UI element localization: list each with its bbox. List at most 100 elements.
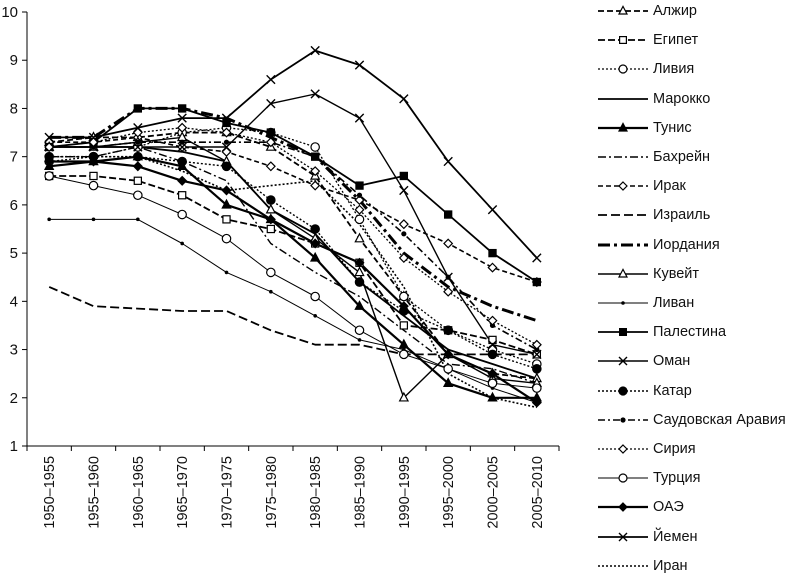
data-point-s5 bbox=[487, 391, 498, 402]
legend-swatch bbox=[598, 444, 648, 454]
data-point-s17 bbox=[532, 383, 542, 393]
y-tick-label: 8 bbox=[10, 100, 18, 117]
series-line-20 bbox=[49, 155, 537, 409]
data-point-s15 bbox=[445, 274, 451, 280]
x-tick-label: 1980–1985 bbox=[308, 456, 324, 529]
data-point-s5 bbox=[309, 251, 321, 262]
data-point-s15 bbox=[135, 139, 141, 145]
series-line-3 bbox=[49, 127, 538, 365]
data-point-s5 bbox=[442, 377, 454, 388]
data-point-s12 bbox=[488, 248, 497, 258]
data-point-s11 bbox=[47, 217, 51, 222]
legend-swatch bbox=[598, 356, 648, 366]
series-line-8 bbox=[48, 286, 537, 356]
legend-swatch bbox=[598, 243, 648, 247]
legend-item: Оман bbox=[596, 351, 800, 371]
data-point-s2 bbox=[488, 335, 497, 345]
series-line-11 bbox=[49, 218, 537, 404]
chart-axes bbox=[22, 11, 560, 451]
data-point-s7 bbox=[398, 219, 409, 230]
data-point-s19 bbox=[44, 132, 54, 143]
data-point-s12 bbox=[399, 171, 409, 181]
series-line-7 bbox=[49, 136, 538, 283]
y-tick-labels: 1 2 3 4 5 6 7 8 9 10 bbox=[1, 4, 18, 455]
y-tick-label: 2 bbox=[10, 390, 18, 407]
legend-label: Оман bbox=[653, 353, 691, 370]
y-tick-label: 9 bbox=[10, 52, 18, 69]
legend-item: Катар bbox=[596, 381, 800, 401]
line-chart: 1950–1955 1955–1960 1960–1965 1965–1970 1970… bbox=[1, 4, 560, 529]
data-point-s10 bbox=[398, 391, 410, 402]
legend-item: Саудовская Аравия bbox=[596, 410, 800, 430]
data-point-s19 bbox=[487, 205, 498, 215]
legend-swatch-marker bbox=[618, 532, 628, 542]
data-point-s19 bbox=[443, 156, 453, 167]
data-point-s17 bbox=[221, 233, 232, 244]
data-point-s3 bbox=[399, 291, 409, 302]
legend-swatch-marker bbox=[618, 64, 628, 74]
y-tick-label: 4 bbox=[10, 293, 18, 310]
legend-label: Катар bbox=[653, 382, 692, 399]
data-point-s3 bbox=[310, 142, 320, 152]
legend-label: Кувейт bbox=[653, 265, 700, 282]
data-point-s13 bbox=[221, 142, 232, 152]
data-point-s19 bbox=[266, 74, 276, 85]
legend-swatch bbox=[598, 5, 648, 15]
legend-label: Бахрейн bbox=[653, 149, 711, 165]
legend-swatch-marker bbox=[618, 385, 628, 396]
legend-swatch bbox=[598, 267, 648, 278]
x-tick-label: 2000–2005 bbox=[486, 456, 502, 529]
x-tick-label: 1990–1995 bbox=[397, 456, 413, 529]
legend-item: Ливия bbox=[596, 59, 800, 79]
data-point-s2 bbox=[177, 191, 187, 200]
data-point-s14 bbox=[177, 156, 187, 167]
data-point-s16 bbox=[177, 122, 188, 133]
data-point-s11 bbox=[224, 270, 229, 275]
data-point-s18 bbox=[487, 368, 498, 379]
data-point-s17 bbox=[399, 349, 409, 360]
legend-swatch bbox=[598, 181, 648, 192]
data-point-s16 bbox=[487, 315, 498, 326]
legend-label: Йемен bbox=[653, 528, 698, 545]
data-point-s18 bbox=[132, 161, 143, 172]
data-point-s13 bbox=[310, 89, 320, 99]
legend-item: Ливан bbox=[596, 293, 800, 313]
data-point-s18 bbox=[44, 156, 55, 167]
x-tick-label: 1985–1990 bbox=[353, 456, 369, 529]
data-point-s16 bbox=[443, 286, 454, 297]
legend-swatch bbox=[598, 328, 648, 337]
legend-label: Ирак bbox=[653, 178, 686, 195]
data-point-s16 bbox=[265, 137, 276, 148]
legend-swatch-marker bbox=[618, 121, 628, 132]
data-point-s13 bbox=[399, 185, 409, 196]
data-point-s16 bbox=[310, 166, 321, 177]
legend-swatch bbox=[598, 301, 648, 305]
data-point-s15 bbox=[179, 139, 185, 145]
data-point-s19 bbox=[88, 132, 99, 143]
data-point-s14 bbox=[310, 224, 320, 234]
legend-item: Кувейт bbox=[596, 264, 800, 284]
data-point-s7 bbox=[265, 161, 276, 172]
data-point-s15 bbox=[312, 154, 318, 160]
legend-label: Алжир bbox=[653, 3, 697, 19]
series-line-2 bbox=[49, 175, 538, 356]
data-point-s19 bbox=[221, 113, 232, 123]
data-point-s17 bbox=[487, 378, 498, 389]
y-tick-label: 10 bbox=[1, 4, 18, 21]
series-line-19 bbox=[49, 49, 538, 259]
data-point-s11 bbox=[357, 338, 362, 342]
legend-item: Бахрейн bbox=[596, 147, 800, 167]
data-point-s18 bbox=[354, 257, 365, 268]
data-point-s5 bbox=[354, 300, 365, 310]
y-tick-label: 5 bbox=[10, 245, 18, 262]
series-line-13 bbox=[49, 93, 537, 356]
legend-item: Египет bbox=[596, 30, 800, 50]
data-point-s15 bbox=[401, 231, 407, 237]
legend-swatch bbox=[598, 385, 648, 396]
data-point-s2 bbox=[222, 215, 231, 224]
series-line-17 bbox=[49, 175, 537, 389]
x-tick-label: 1965–1970 bbox=[175, 456, 191, 529]
data-point-s19 bbox=[532, 253, 542, 263]
data-point-s15 bbox=[356, 192, 363, 198]
legend-swatch-marker bbox=[619, 328, 628, 337]
